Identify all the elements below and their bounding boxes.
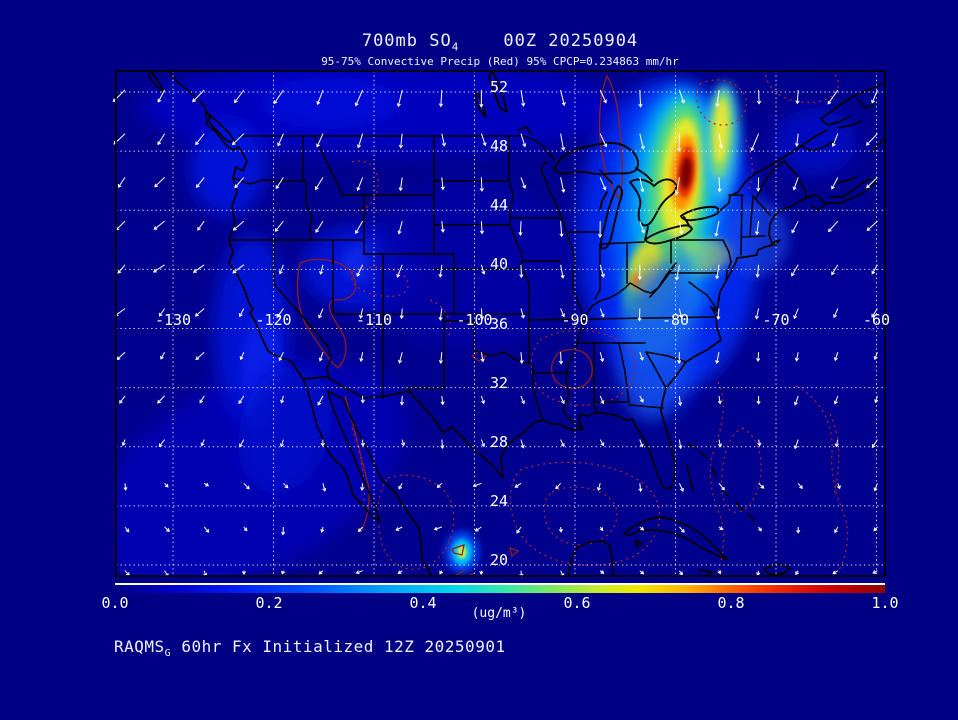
lon-tick-label: -120: [255, 311, 292, 329]
so4-contour-blob: [370, 180, 570, 350]
lat-tick-label: 32: [490, 373, 509, 392]
pacific-and-mexico-coastline: [148, 71, 807, 576]
model-run-annotation: RAQMSG 60hr Fx Initialized 12Z 20250901: [114, 637, 506, 659]
colorbar: [115, 583, 885, 593]
colorbar-tick-label: 0.2: [255, 594, 283, 612]
title-valid-time: 00Z 20250904: [503, 31, 639, 51]
lat-tick-label: 44: [490, 196, 509, 215]
model-name-subscript: G: [164, 648, 172, 660]
wind-vectors: [112, 89, 879, 578]
lon-tick-label: -80: [661, 311, 690, 329]
lon-tick-label: -110: [355, 311, 393, 329]
chart-title: 700mb SO4 00Z 20250904: [362, 31, 638, 53]
lon-tick-label: -70: [762, 311, 790, 329]
lon-tick-label: -60: [862, 311, 891, 329]
colorbar-tick-label: 1.0: [871, 594, 899, 612]
colorbar-tick-label: 0.0: [101, 594, 129, 612]
lat-tick-label: 24: [490, 491, 509, 510]
so4-contour-blob: [750, 220, 885, 400]
lat-tick-label: 36: [490, 314, 509, 333]
run-info: 60hr Fx Initialized 12Z 20250901: [171, 637, 506, 656]
state-borders: [228, 135, 771, 430]
model-name: RAQMS: [114, 637, 165, 656]
colorbar-tick-label: 0.6: [563, 594, 591, 612]
lat-tick-label: 48: [490, 137, 509, 156]
colorbar-gradient: [115, 585, 885, 593]
title-species-subscript: 4: [451, 40, 460, 54]
lon-tick-label: -90: [561, 311, 589, 329]
so4-concentration-field: [116, 71, 885, 576]
title-level-species: 700mb SO: [361, 31, 452, 51]
so4-contour-blob: [680, 157, 692, 189]
colorbar-unit-label: (ug/m³): [471, 606, 527, 621]
lat-tick-label: 40: [490, 255, 509, 274]
chart-subtitle: 95-75% Convective Precip (Red) 95% CPCP=…: [321, 55, 679, 68]
plot-frame: [115, 70, 886, 577]
so4-contour-blob: [190, 120, 266, 216]
so4-contour-blob: [618, 260, 698, 420]
lat-tick-label: 52: [490, 78, 509, 96]
great-lakes: [474, 71, 720, 250]
precip-contours: [296, 71, 849, 576]
wind-vector-arrows: [112, 89, 879, 578]
coastlines-and-borders: [148, 71, 885, 576]
so4-contour-blob: [713, 99, 729, 163]
colorbar-tick-label: 0.4: [409, 594, 437, 612]
colorbar-top-line: [115, 583, 885, 585]
so4-contour-blob: [238, 366, 332, 494]
so4-contour-blob: [260, 77, 400, 129]
caribbean-coastlines: [567, 443, 791, 576]
so4-contour-blob: [773, 108, 857, 176]
lat-tick-label: 28: [490, 432, 509, 451]
lat-tick-label: 20: [490, 551, 509, 569]
colorbar-tick-label: 0.8: [717, 594, 745, 612]
lon-tick-label: -100: [456, 311, 493, 329]
lon-tick-label: -130: [154, 311, 192, 329]
latlon-gridlines: [116, 71, 885, 576]
